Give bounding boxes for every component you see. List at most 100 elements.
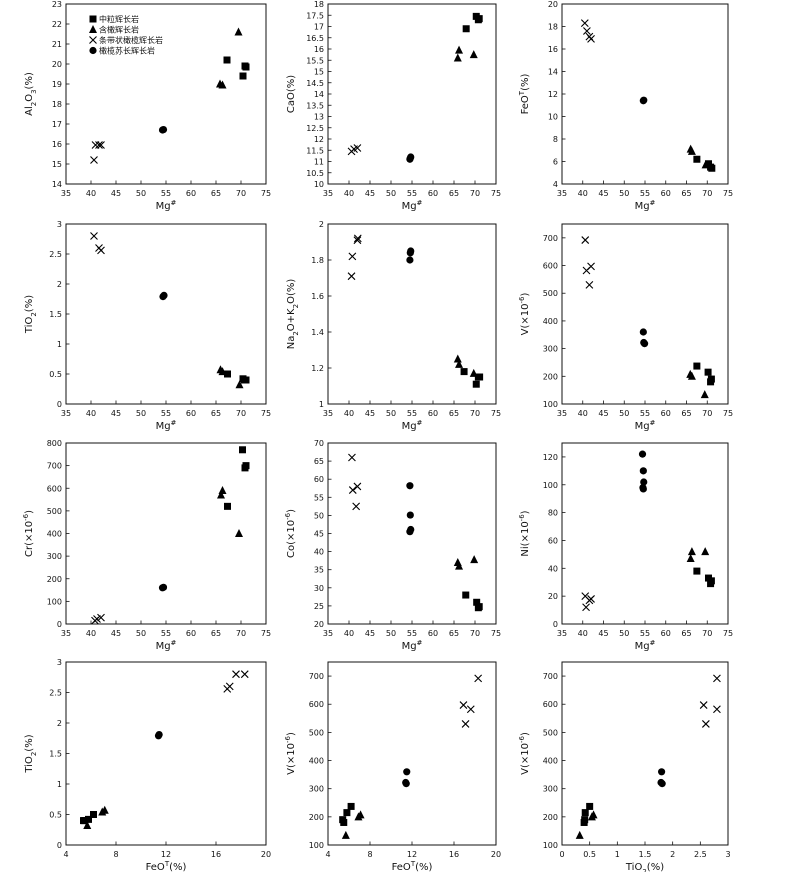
- x-tick-label: 50: [386, 409, 396, 418]
- y-tick-label: 18: [314, 0, 324, 9]
- y-tick-label: 1.6: [311, 292, 324, 301]
- x-tick-label: 55: [161, 189, 171, 198]
- triangle-marker: [453, 354, 462, 363]
- x-tick-label: 45: [111, 409, 121, 418]
- square-marker: [462, 25, 470, 33]
- y-tick-label: 500: [309, 728, 324, 737]
- circle-marker: [407, 247, 415, 255]
- y-axis-label: Al2O3(%): [24, 72, 38, 116]
- y-tick-label: 35: [314, 566, 324, 575]
- y-tick-label: 1.8: [311, 256, 324, 265]
- x-tick-label: 35: [61, 409, 71, 418]
- square-marker: [242, 462, 250, 470]
- x-tick-label: 70: [236, 409, 246, 418]
- scatter-panel: 0 0.5 1 1.5 2 2.5 3 100 200 300 400 500 600 700 TiO2(%…: [518, 661, 731, 876]
- y-tick-label: 600: [309, 700, 324, 709]
- square-marker: [586, 802, 594, 810]
- y-tick-label: 0.5: [49, 370, 62, 379]
- y-tick-label: 12: [548, 90, 558, 99]
- x-tick-label: 45: [365, 189, 375, 198]
- square-marker: [707, 577, 715, 585]
- scatter-panel: 35 40 45 50 55 60 65 70 75 0 100 200 300 400 500 600 700…: [22, 439, 271, 652]
- triangle-marker: [700, 390, 709, 399]
- scatter-panel: 4 8 12 16 20 0 0.5 1 1.5 2 2.5 3 FeOT(%) TiO2(%): [24, 658, 271, 873]
- x-tick-label: 1: [615, 850, 620, 859]
- square-marker: [462, 591, 470, 599]
- scatter-panel: 4 8 12 16 20 100 200 300 400 500 600 700 FeOT(%) V(×1…: [284, 661, 501, 873]
- y-tick-label: 12: [314, 135, 324, 144]
- x-tick-label: 0: [559, 850, 564, 859]
- y-tick-label: 1.5: [49, 310, 62, 319]
- x-tick-label: 70: [236, 629, 246, 638]
- square-marker: [473, 598, 481, 606]
- y-tick-label: 700: [543, 672, 558, 681]
- triangle-marker: [218, 80, 227, 89]
- y-tick-label: 400: [309, 757, 324, 766]
- square-marker: [85, 815, 92, 823]
- x-axis-label: Mg#: [635, 419, 656, 432]
- y-tick-label: 11: [314, 158, 324, 167]
- triangle-marker: [218, 367, 227, 376]
- y-axis-label: Co(×10-6): [284, 509, 297, 558]
- triangle-marker: [589, 810, 598, 819]
- plot-frame: [65, 442, 267, 625]
- x-axis-label: TiO2(%): [625, 862, 664, 872]
- square-marker: [242, 63, 250, 71]
- triangle-marker: [701, 160, 710, 169]
- x-tick-label: 50: [386, 629, 396, 638]
- cross-marker: [466, 705, 475, 714]
- y-axis-label: Ni(×10-6): [518, 510, 531, 556]
- x-tick-label: 40: [86, 409, 96, 418]
- triangle-marker: [687, 146, 696, 155]
- x-tick-label: 75: [491, 629, 501, 638]
- x-tick-label: 20: [261, 850, 271, 859]
- y-tick-label: 0.5: [49, 811, 62, 820]
- x-tick-label: 65: [211, 629, 221, 638]
- square-marker: [472, 380, 480, 388]
- triangle-marker: [217, 490, 225, 499]
- x-tick-label: 16: [211, 850, 221, 859]
- y-tick-label: 120: [543, 453, 558, 462]
- scatter-panel: 35 40 45 50 55 60 65 70 75 0 0.5 1 1.5 2 2.5 3 Mg# TiO2(%…: [24, 220, 271, 432]
- y-tick-label: 400: [47, 530, 62, 539]
- y-tick-label: 500: [543, 728, 558, 737]
- x-axis-label: FeOT(%): [392, 860, 433, 872]
- x-tick-label: 70: [702, 629, 712, 638]
- y-tick-label: 600: [47, 484, 62, 493]
- x-tick-label: 75: [261, 409, 271, 418]
- square-marker: [693, 362, 701, 370]
- y-tick-label: 1: [57, 340, 62, 349]
- circle-marker: [658, 780, 666, 788]
- x-tick-label: 45: [111, 629, 121, 638]
- x-tick-label: 35: [61, 189, 71, 198]
- square-marker: [476, 373, 484, 381]
- y-tick-label: 10.5: [306, 169, 324, 178]
- y-tick-label: 100: [543, 400, 558, 409]
- triangle-marker: [575, 830, 584, 839]
- y-axis-label: V(×10-6): [284, 732, 297, 775]
- x-tick-label: 65: [211, 409, 221, 418]
- y-axis-label: FeOT(%): [518, 73, 531, 114]
- x-tick-label: 45: [598, 629, 608, 638]
- y-tick-label: 700: [543, 234, 558, 243]
- scatter-panel: 35 40 45 50 55 60 65 70 75 14 15 16 17 18 19 20 21 22 23 Mg…: [24, 0, 271, 212]
- scatter-panel: 35 40 45 50 55 60 65 70 75 100 200 300 400 500 600 700 M…: [518, 223, 733, 432]
- y-tick-label: 300: [47, 552, 62, 561]
- y-tick-label: 22: [52, 20, 62, 29]
- y-tick-label: 2: [57, 280, 62, 289]
- y-tick-label: 16: [52, 140, 62, 149]
- cross-marker: [582, 603, 590, 612]
- cross-marker: [348, 252, 357, 261]
- triangle-marker: [356, 810, 365, 819]
- x-tick-label: 50: [619, 629, 629, 638]
- cross-marker: [348, 486, 357, 494]
- x-tick-label: 45: [598, 189, 608, 198]
- y-axis-label: Na2O+K2O(%): [286, 279, 300, 350]
- y-tick-label: 45: [314, 530, 324, 539]
- x-tick-label: 65: [449, 629, 459, 638]
- cross-marker: [90, 156, 98, 164]
- y-tick-label: 16: [548, 45, 558, 54]
- legend-label: 含橄辉长岩: [99, 25, 139, 35]
- x-tick-label: 2: [670, 850, 675, 859]
- y-tick-label: 1.5: [49, 750, 62, 759]
